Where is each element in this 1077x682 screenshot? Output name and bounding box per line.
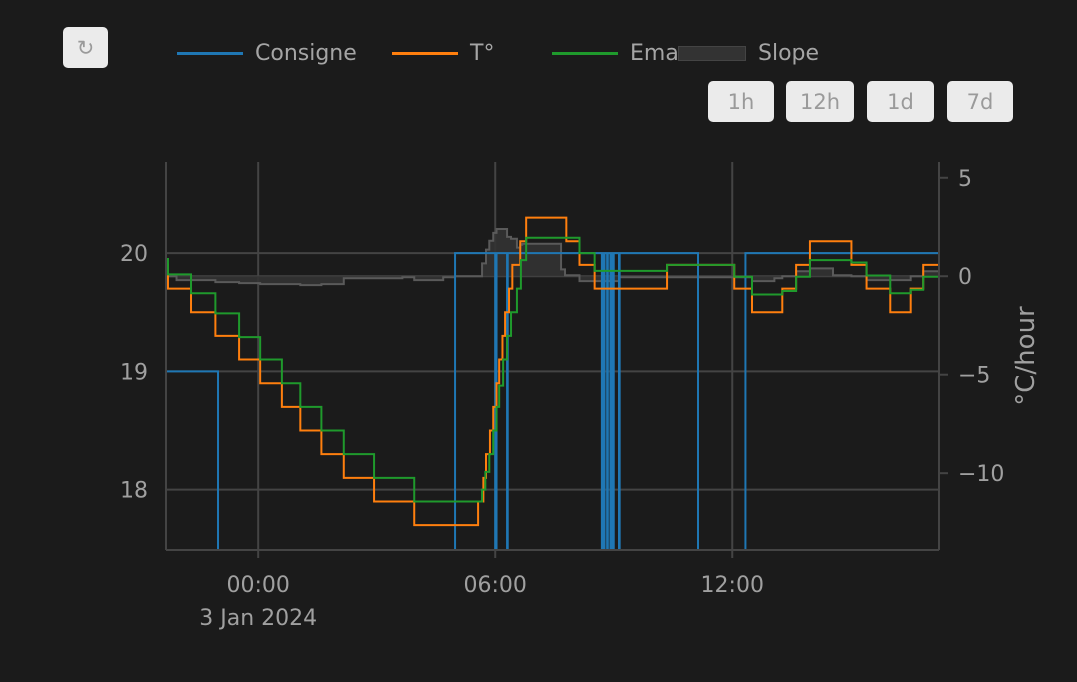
series-line-consigne <box>166 252 939 550</box>
x-tick-label: 12:00 <box>701 573 764 598</box>
series-layer <box>166 216 939 550</box>
legend-label-slope: Slope <box>758 40 820 66</box>
legend-label-temperature: T° <box>470 40 495 66</box>
legend-swatch-slope <box>678 45 746 61</box>
y-right-tick-label: 5 <box>958 167 972 192</box>
x-tick-label: 00:00 <box>226 573 289 598</box>
range-button-1d[interactable]: 1d <box>867 81 934 122</box>
legend-item-slope[interactable]: Slope <box>678 38 819 68</box>
x-tick-label: 06:00 <box>464 573 527 598</box>
legend-swatch-ema <box>552 51 618 55</box>
refresh-button[interactable]: ↻ <box>63 27 108 68</box>
legend-item-consigne[interactable]: Consigne <box>177 38 357 68</box>
series-line-temperature <box>166 216 939 527</box>
legend-item-ema[interactable]: Ema <box>552 38 679 68</box>
y-left-tick-label: 18 <box>120 479 148 504</box>
range-button-7d[interactable]: 7d <box>947 81 1013 122</box>
range-button-1h[interactable]: 1h <box>708 81 774 122</box>
y-right-tick-label: 0 <box>958 265 972 290</box>
series-fill-slope <box>166 228 939 286</box>
x-tick-sublabel: 3 Jan 2024 <box>199 606 317 631</box>
y-left-tick-label: 19 <box>120 360 148 385</box>
legend-swatch-temperature <box>392 51 458 55</box>
legend-label-consigne: Consigne <box>255 40 357 66</box>
axes: 00:00 3 Jan 2024 06:00 12:00 18 19 20 5 0 −5 −10 °C… <box>120 162 1041 631</box>
legend-item-temperature[interactable]: T° <box>392 38 494 68</box>
y-right-tick-label: −5 <box>958 364 990 389</box>
y-right-axis-title: °C/hour <box>1011 306 1041 406</box>
legend-label-ema: Ema <box>630 40 679 66</box>
range-button-12h[interactable]: 12h <box>786 81 854 122</box>
y-right-tick-label: −10 <box>958 462 1004 487</box>
y-left-tick-label: 20 <box>120 242 148 267</box>
series-line-ema <box>166 236 939 503</box>
legend-swatch-consigne <box>177 51 243 55</box>
refresh-icon: ↻ <box>76 35 95 60</box>
